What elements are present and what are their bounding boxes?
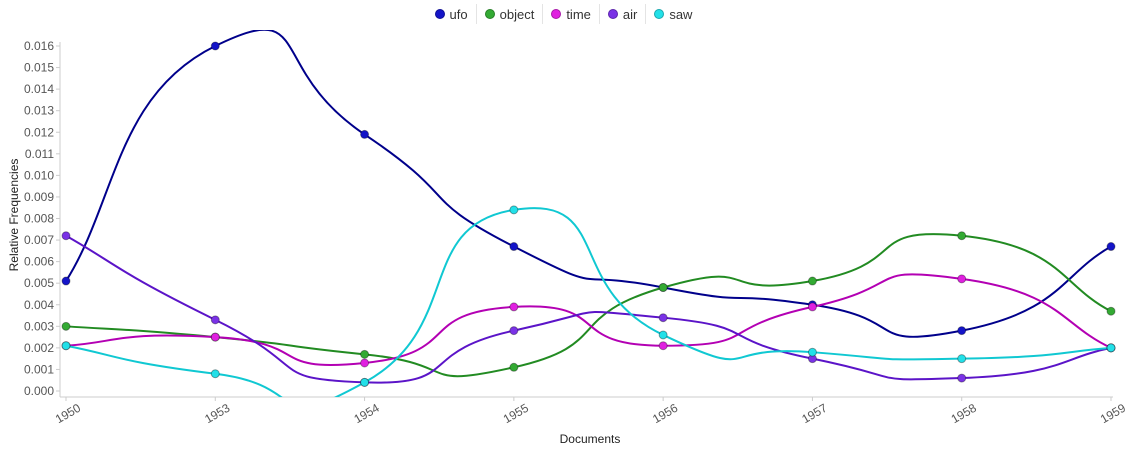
y-tick-label: 0.009 bbox=[24, 190, 54, 204]
data-point-ufo[interactable] bbox=[210, 41, 220, 51]
data-point-saw[interactable] bbox=[807, 347, 817, 357]
y-tick-label: 0.016 bbox=[24, 39, 54, 53]
data-point-air[interactable] bbox=[509, 326, 519, 336]
data-point-saw[interactable] bbox=[957, 354, 967, 364]
y-tick-label: 0.013 bbox=[24, 104, 54, 118]
data-point-air[interactable] bbox=[210, 315, 220, 325]
data-point-object[interactable] bbox=[1106, 306, 1116, 316]
data-point-ufo[interactable] bbox=[957, 326, 967, 336]
data-point-object[interactable] bbox=[658, 283, 668, 292]
series-line-object bbox=[65, 233, 1112, 378]
data-point-time[interactable] bbox=[360, 358, 370, 368]
y-tick-label: 0.008 bbox=[24, 212, 54, 226]
x-tick-label: 1958 bbox=[949, 401, 979, 427]
y-axis-title: Relative Frequencies bbox=[7, 159, 21, 272]
data-point-saw[interactable] bbox=[61, 341, 71, 351]
legend-swatch-icon bbox=[551, 9, 562, 19]
y-tick-label: 0.005 bbox=[24, 276, 54, 290]
data-point-saw[interactable] bbox=[1106, 343, 1116, 353]
y-tick-label: 0.007 bbox=[24, 233, 54, 247]
y-axis: 0.000 0.001 0.002 0.003 0.004 0.005 0.006 0.007… bbox=[24, 39, 61, 398]
legend-item-ufo[interactable]: ufo bbox=[427, 4, 476, 24]
legend-label: ufo bbox=[449, 6, 468, 22]
legend-label: air bbox=[622, 6, 638, 22]
legend-label: time bbox=[566, 6, 591, 22]
x-axis: 1950 1953 1954 1955 1956 1957 1958 1959 bbox=[53, 396, 1127, 427]
data-point-air[interactable] bbox=[658, 313, 668, 323]
data-point-ufo[interactable] bbox=[360, 129, 370, 139]
series-line-saw bbox=[65, 207, 1112, 397]
legend-label: saw bbox=[669, 6, 693, 22]
legend-swatch-icon bbox=[484, 9, 495, 19]
x-tick-label: 1956 bbox=[650, 401, 680, 427]
legend: ufo object time air saw bbox=[0, 4, 1127, 24]
legend-swatch-icon bbox=[654, 9, 665, 19]
series-line-time bbox=[65, 273, 1112, 366]
y-tick-label: 0.011 bbox=[25, 147, 54, 161]
legend-item-object[interactable]: object bbox=[475, 4, 543, 24]
data-point-time[interactable] bbox=[957, 274, 967, 284]
x-tick-label: 1954 bbox=[352, 401, 382, 427]
y-tick-label: 0.014 bbox=[24, 82, 54, 96]
x-tick-label: 1950 bbox=[53, 401, 83, 427]
data-point-object[interactable] bbox=[957, 231, 967, 241]
data-point-time[interactable] bbox=[807, 302, 817, 312]
data-point-time[interactable] bbox=[210, 332, 220, 342]
data-point-ufo[interactable] bbox=[1106, 242, 1116, 252]
data-point-saw[interactable] bbox=[658, 330, 668, 340]
legend-item-saw[interactable]: saw bbox=[645, 4, 700, 24]
series-line-air bbox=[65, 234, 1112, 384]
data-point-saw[interactable] bbox=[210, 369, 220, 379]
y-tick-label: 0.006 bbox=[24, 255, 54, 269]
data-point-air[interactable] bbox=[957, 373, 967, 383]
data-point-saw[interactable] bbox=[509, 205, 519, 215]
legend-swatch-icon bbox=[434, 9, 445, 19]
y-tick-label: 0.003 bbox=[24, 319, 54, 333]
data-point-time[interactable] bbox=[509, 302, 519, 312]
data-point-ufo[interactable] bbox=[509, 242, 519, 252]
x-tick-label: 1955 bbox=[501, 401, 531, 427]
series-line-ufo bbox=[65, 30, 1112, 338]
y-tick-label: 0.002 bbox=[24, 341, 54, 355]
data-point-ufo[interactable] bbox=[61, 276, 71, 286]
data-point-object[interactable] bbox=[807, 276, 817, 286]
x-tick-label: 1953 bbox=[202, 401, 232, 427]
legend-item-time[interactable]: time bbox=[542, 4, 599, 24]
y-tick-label: 0.004 bbox=[24, 298, 54, 312]
y-tick-label: 0.015 bbox=[24, 61, 54, 75]
y-tick-label: 0.000 bbox=[24, 384, 54, 398]
legend-label: object bbox=[499, 6, 535, 22]
x-tick-label: 1957 bbox=[799, 401, 829, 427]
legend-item-air[interactable]: air bbox=[598, 4, 645, 24]
data-point-time[interactable] bbox=[658, 341, 668, 351]
data-point-object[interactable] bbox=[61, 321, 71, 331]
x-axis-title: Documents bbox=[560, 432, 621, 446]
data-point-air[interactable] bbox=[61, 231, 71, 241]
legend-swatch-icon bbox=[607, 9, 618, 19]
x-tick-label: 1959 bbox=[1098, 401, 1127, 427]
y-tick-label: 0.012 bbox=[24, 125, 54, 139]
y-tick-label: 0.010 bbox=[24, 168, 54, 182]
y-tick-label: 0.001 bbox=[24, 362, 54, 376]
data-point-object[interactable] bbox=[509, 362, 519, 372]
data-point-object[interactable] bbox=[360, 349, 370, 359]
data-point-saw[interactable] bbox=[360, 377, 370, 387]
